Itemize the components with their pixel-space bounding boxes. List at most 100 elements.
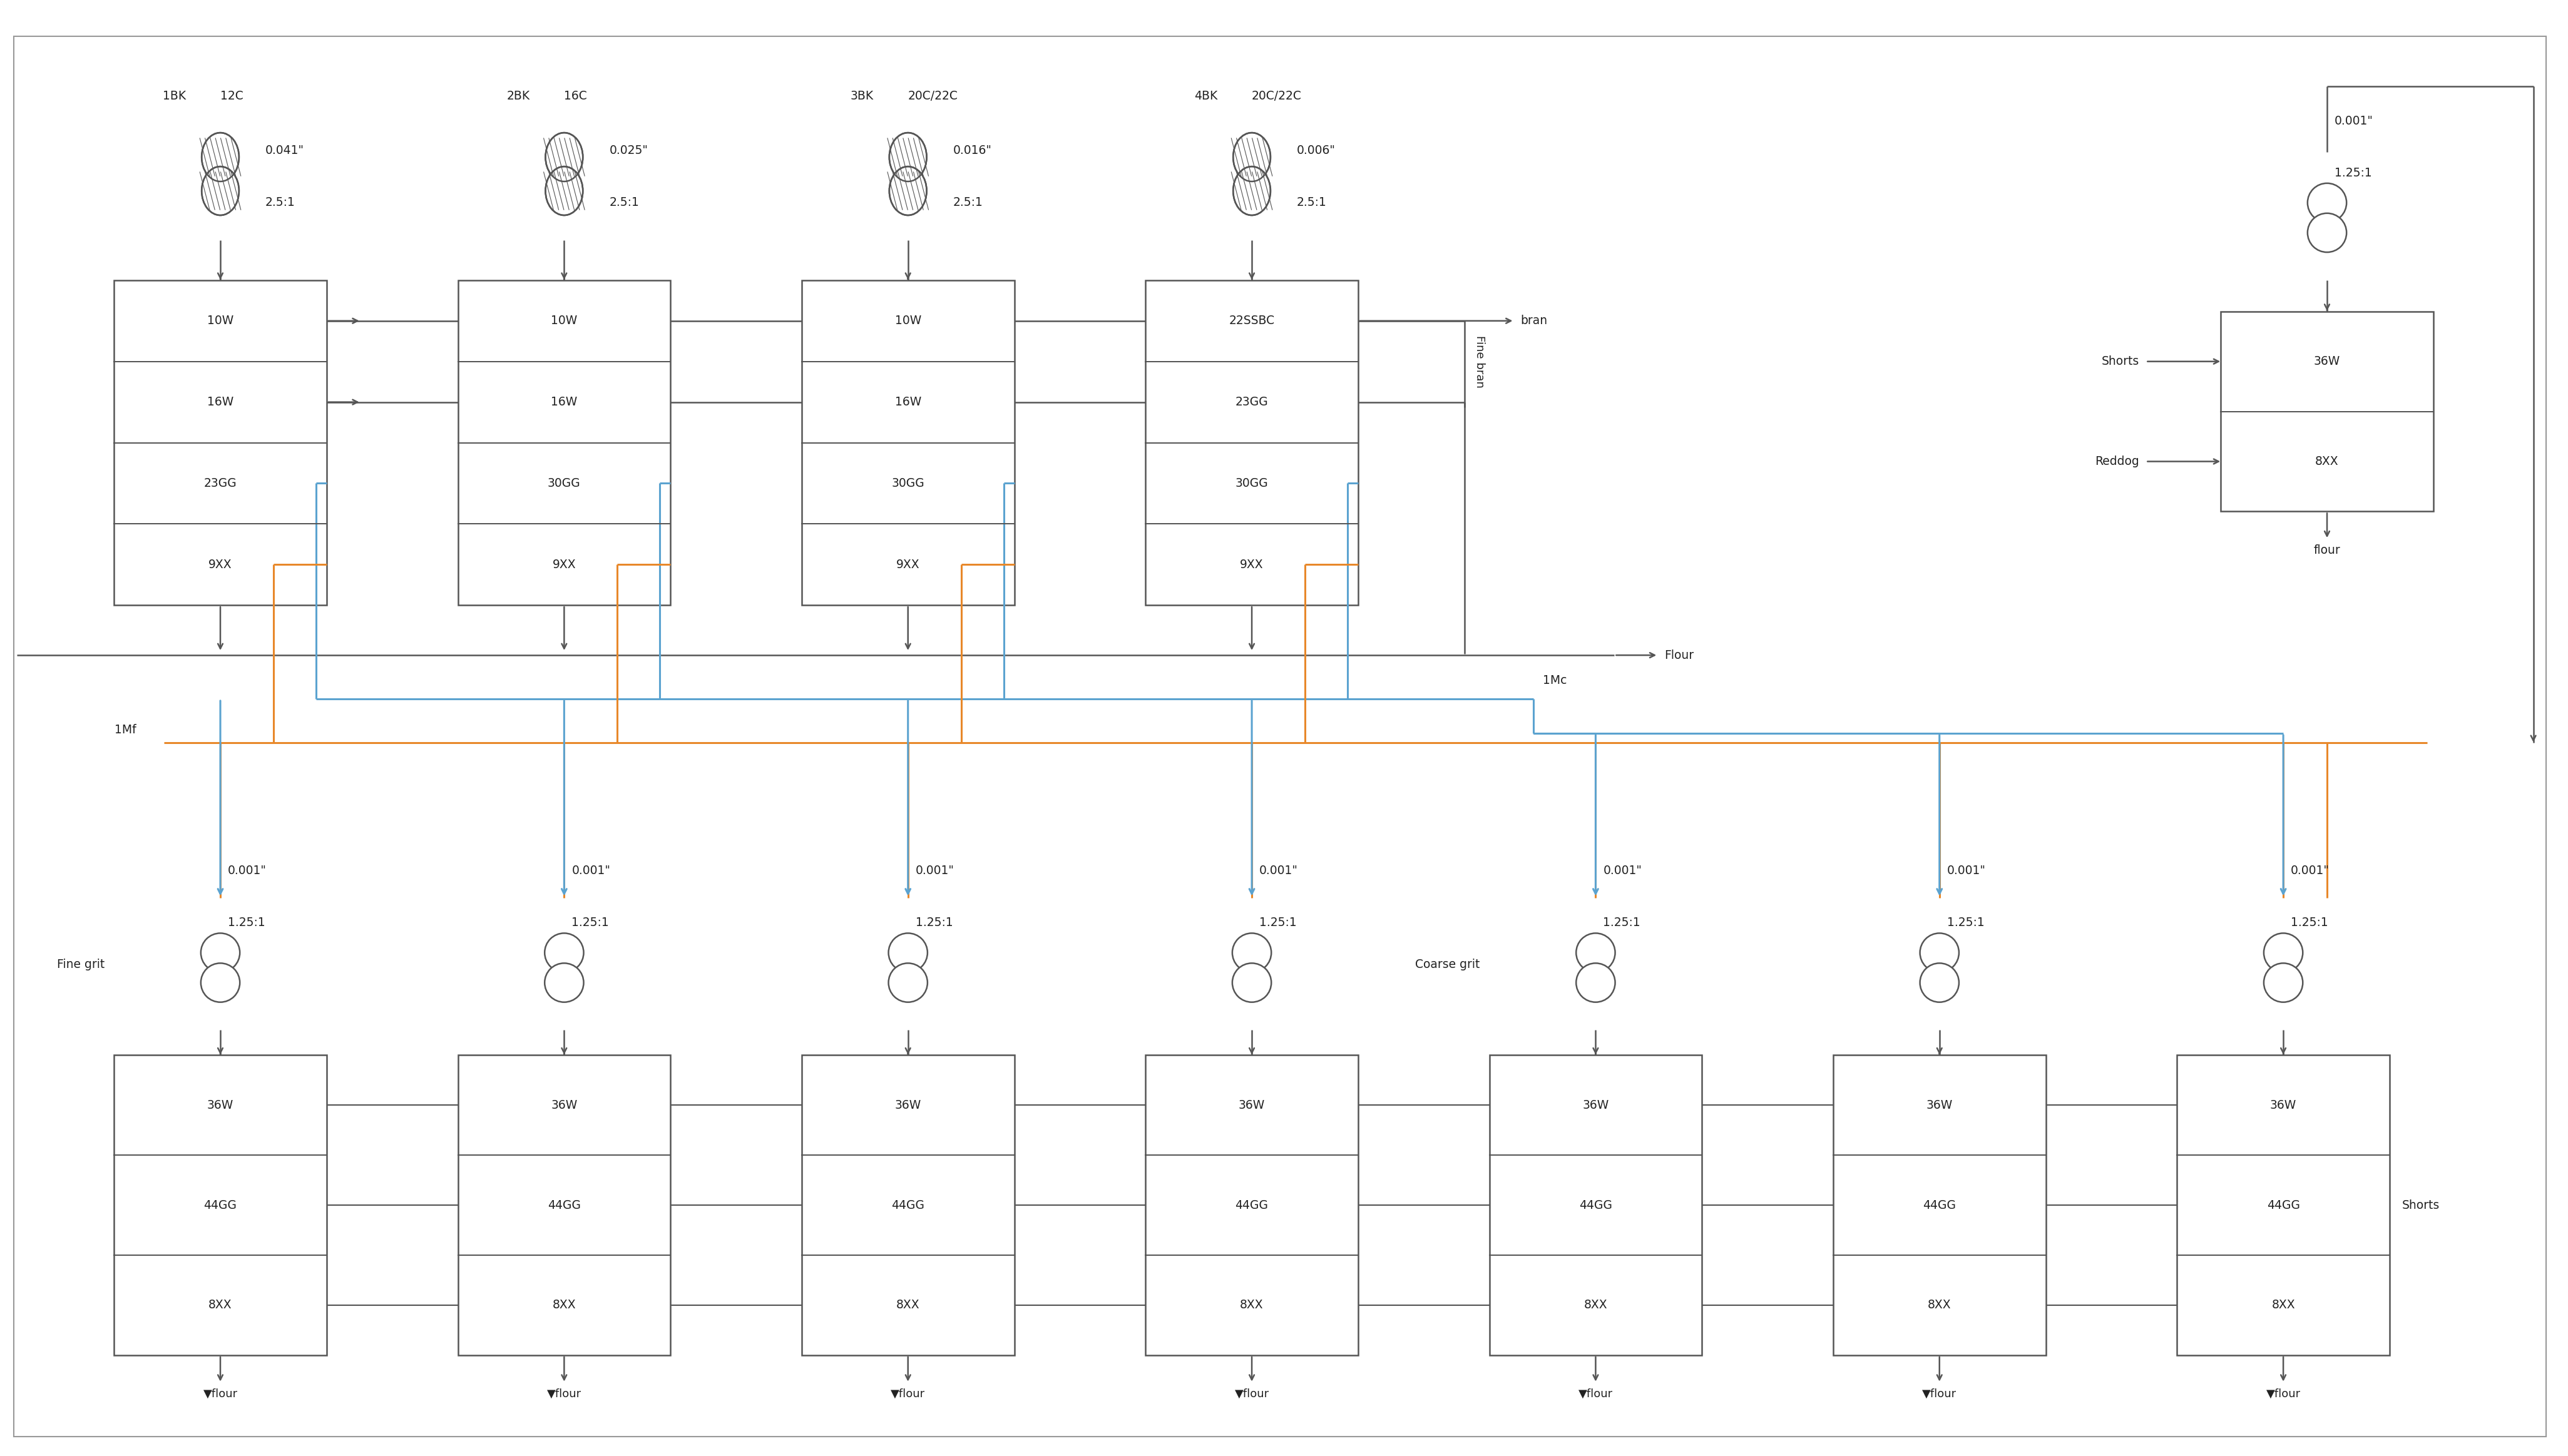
Text: 1.25:1: 1.25:1 [2334, 167, 2373, 179]
Circle shape [200, 964, 239, 1002]
Text: 0.006": 0.006" [1297, 144, 1335, 156]
Text: 8XX: 8XX [1240, 1299, 1263, 1310]
Text: 1Mf: 1Mf [113, 724, 136, 737]
Text: Fine bran: Fine bran [1474, 335, 1484, 387]
Circle shape [1577, 964, 1615, 1002]
Text: 0.001": 0.001" [573, 865, 611, 877]
Bar [801, 1056, 1014, 1356]
Circle shape [2309, 183, 2347, 223]
Ellipse shape [889, 132, 927, 182]
Ellipse shape [544, 132, 583, 182]
Text: ▼flour: ▼flour [2265, 1388, 2301, 1399]
Text: 2.5:1: 2.5:1 [609, 197, 639, 208]
Text: 1.25:1: 1.25:1 [914, 917, 953, 929]
Circle shape [544, 964, 583, 1002]
Text: ▼flour: ▼flour [1235, 1388, 1269, 1399]
Text: 36W: 36W [894, 1099, 922, 1111]
Text: Shorts: Shorts [2401, 1200, 2440, 1211]
Text: 1.25:1: 1.25:1 [229, 917, 265, 929]
Circle shape [200, 933, 239, 973]
Bar [113, 280, 326, 606]
Text: Reddog: Reddog [2095, 456, 2139, 467]
Bar [457, 280, 670, 606]
Text: 36W: 36W [208, 1099, 234, 1111]
Text: 30GG: 30GG [547, 478, 580, 489]
Text: 0.001": 0.001" [1258, 865, 1297, 877]
Text: 10W: 10W [208, 314, 234, 326]
Text: 44GG: 44GG [203, 1200, 236, 1211]
Text: 10W: 10W [894, 314, 922, 326]
Text: 16W: 16W [208, 396, 234, 408]
Text: 44GG: 44GG [1579, 1200, 1613, 1211]
Bar [1489, 1056, 1703, 1356]
Text: 36W: 36W [1926, 1099, 1952, 1111]
Circle shape [2309, 213, 2347, 252]
Text: 44GG: 44GG [891, 1200, 924, 1211]
Text: 44GG: 44GG [1923, 1200, 1957, 1211]
Circle shape [1577, 933, 1615, 973]
Text: 2.5:1: 2.5:1 [953, 197, 984, 208]
Text: 0.041": 0.041" [265, 144, 303, 156]
Ellipse shape [203, 166, 239, 215]
Text: 2.5:1: 2.5:1 [1297, 197, 1328, 208]
Ellipse shape [203, 132, 239, 182]
Text: flour: flour [2314, 545, 2339, 556]
Text: 0.001": 0.001" [1602, 865, 1641, 877]
Text: 30GG: 30GG [1235, 478, 1269, 489]
Circle shape [2265, 933, 2303, 973]
Text: 10W: 10W [552, 314, 578, 326]
Text: 1Mc: 1Mc [1543, 674, 1566, 686]
Text: 36W: 36W [2270, 1099, 2296, 1111]
Bar [801, 280, 1014, 606]
Text: 8XX: 8XX [552, 1299, 575, 1310]
Bar [2221, 312, 2434, 511]
Text: 0.001": 0.001" [2291, 865, 2329, 877]
Text: 3BK: 3BK [850, 90, 873, 102]
Text: 20C/22C: 20C/22C [909, 90, 958, 102]
Text: 8XX: 8XX [896, 1299, 919, 1310]
Text: Coarse grit: Coarse grit [1415, 958, 1479, 971]
Text: Shorts: Shorts [2101, 355, 2139, 367]
Bar [1834, 1056, 2047, 1356]
Text: 44GG: 44GG [2268, 1200, 2301, 1211]
Ellipse shape [544, 166, 583, 215]
Text: 2BK: 2BK [506, 90, 529, 102]
Text: 0.001": 0.001" [229, 865, 267, 877]
Text: 44GG: 44GG [1235, 1200, 1269, 1211]
Circle shape [1921, 964, 1959, 1002]
Bar [457, 1056, 670, 1356]
Text: bran: bran [1520, 314, 1549, 326]
Text: ▼flour: ▼flour [1579, 1388, 1613, 1399]
Ellipse shape [1233, 132, 1271, 182]
Circle shape [1233, 964, 1271, 1002]
Bar [2178, 1056, 2391, 1356]
Text: 23GG: 23GG [1235, 396, 1269, 408]
Text: 44GG: 44GG [547, 1200, 580, 1211]
Text: 22SSBC: 22SSBC [1230, 314, 1274, 326]
Text: ▼flour: ▼flour [203, 1388, 239, 1399]
Circle shape [889, 933, 927, 973]
Text: 9XX: 9XX [552, 559, 575, 571]
Text: 36W: 36W [2314, 355, 2339, 367]
Text: 12C: 12C [221, 90, 244, 102]
Text: 36W: 36W [1238, 1099, 1266, 1111]
Text: 1.25:1: 1.25:1 [2291, 917, 2329, 929]
Bar [1145, 1056, 1358, 1356]
Text: ▼flour: ▼flour [891, 1388, 924, 1399]
Text: 4BK: 4BK [1194, 90, 1217, 102]
Bar [1145, 280, 1358, 606]
Text: 9XX: 9XX [208, 559, 231, 571]
Text: 1.25:1: 1.25:1 [1947, 917, 1985, 929]
Text: 1.25:1: 1.25:1 [573, 917, 609, 929]
Text: ▼flour: ▼flour [547, 1388, 580, 1399]
Text: 0.016": 0.016" [953, 144, 991, 156]
Text: 1.25:1: 1.25:1 [1602, 917, 1641, 929]
Text: 1.25:1: 1.25:1 [1258, 917, 1297, 929]
Text: 9XX: 9XX [1240, 559, 1263, 571]
Text: 0.001": 0.001" [1947, 865, 1985, 877]
Text: 30GG: 30GG [891, 478, 924, 489]
Circle shape [1233, 933, 1271, 973]
Text: 0.025": 0.025" [609, 144, 647, 156]
Circle shape [889, 964, 927, 1002]
Text: 16C: 16C [565, 90, 588, 102]
